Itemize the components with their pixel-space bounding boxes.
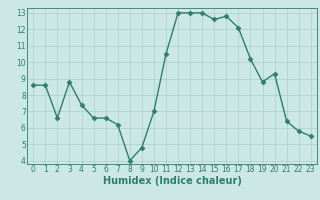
X-axis label: Humidex (Indice chaleur): Humidex (Indice chaleur) <box>103 176 241 186</box>
